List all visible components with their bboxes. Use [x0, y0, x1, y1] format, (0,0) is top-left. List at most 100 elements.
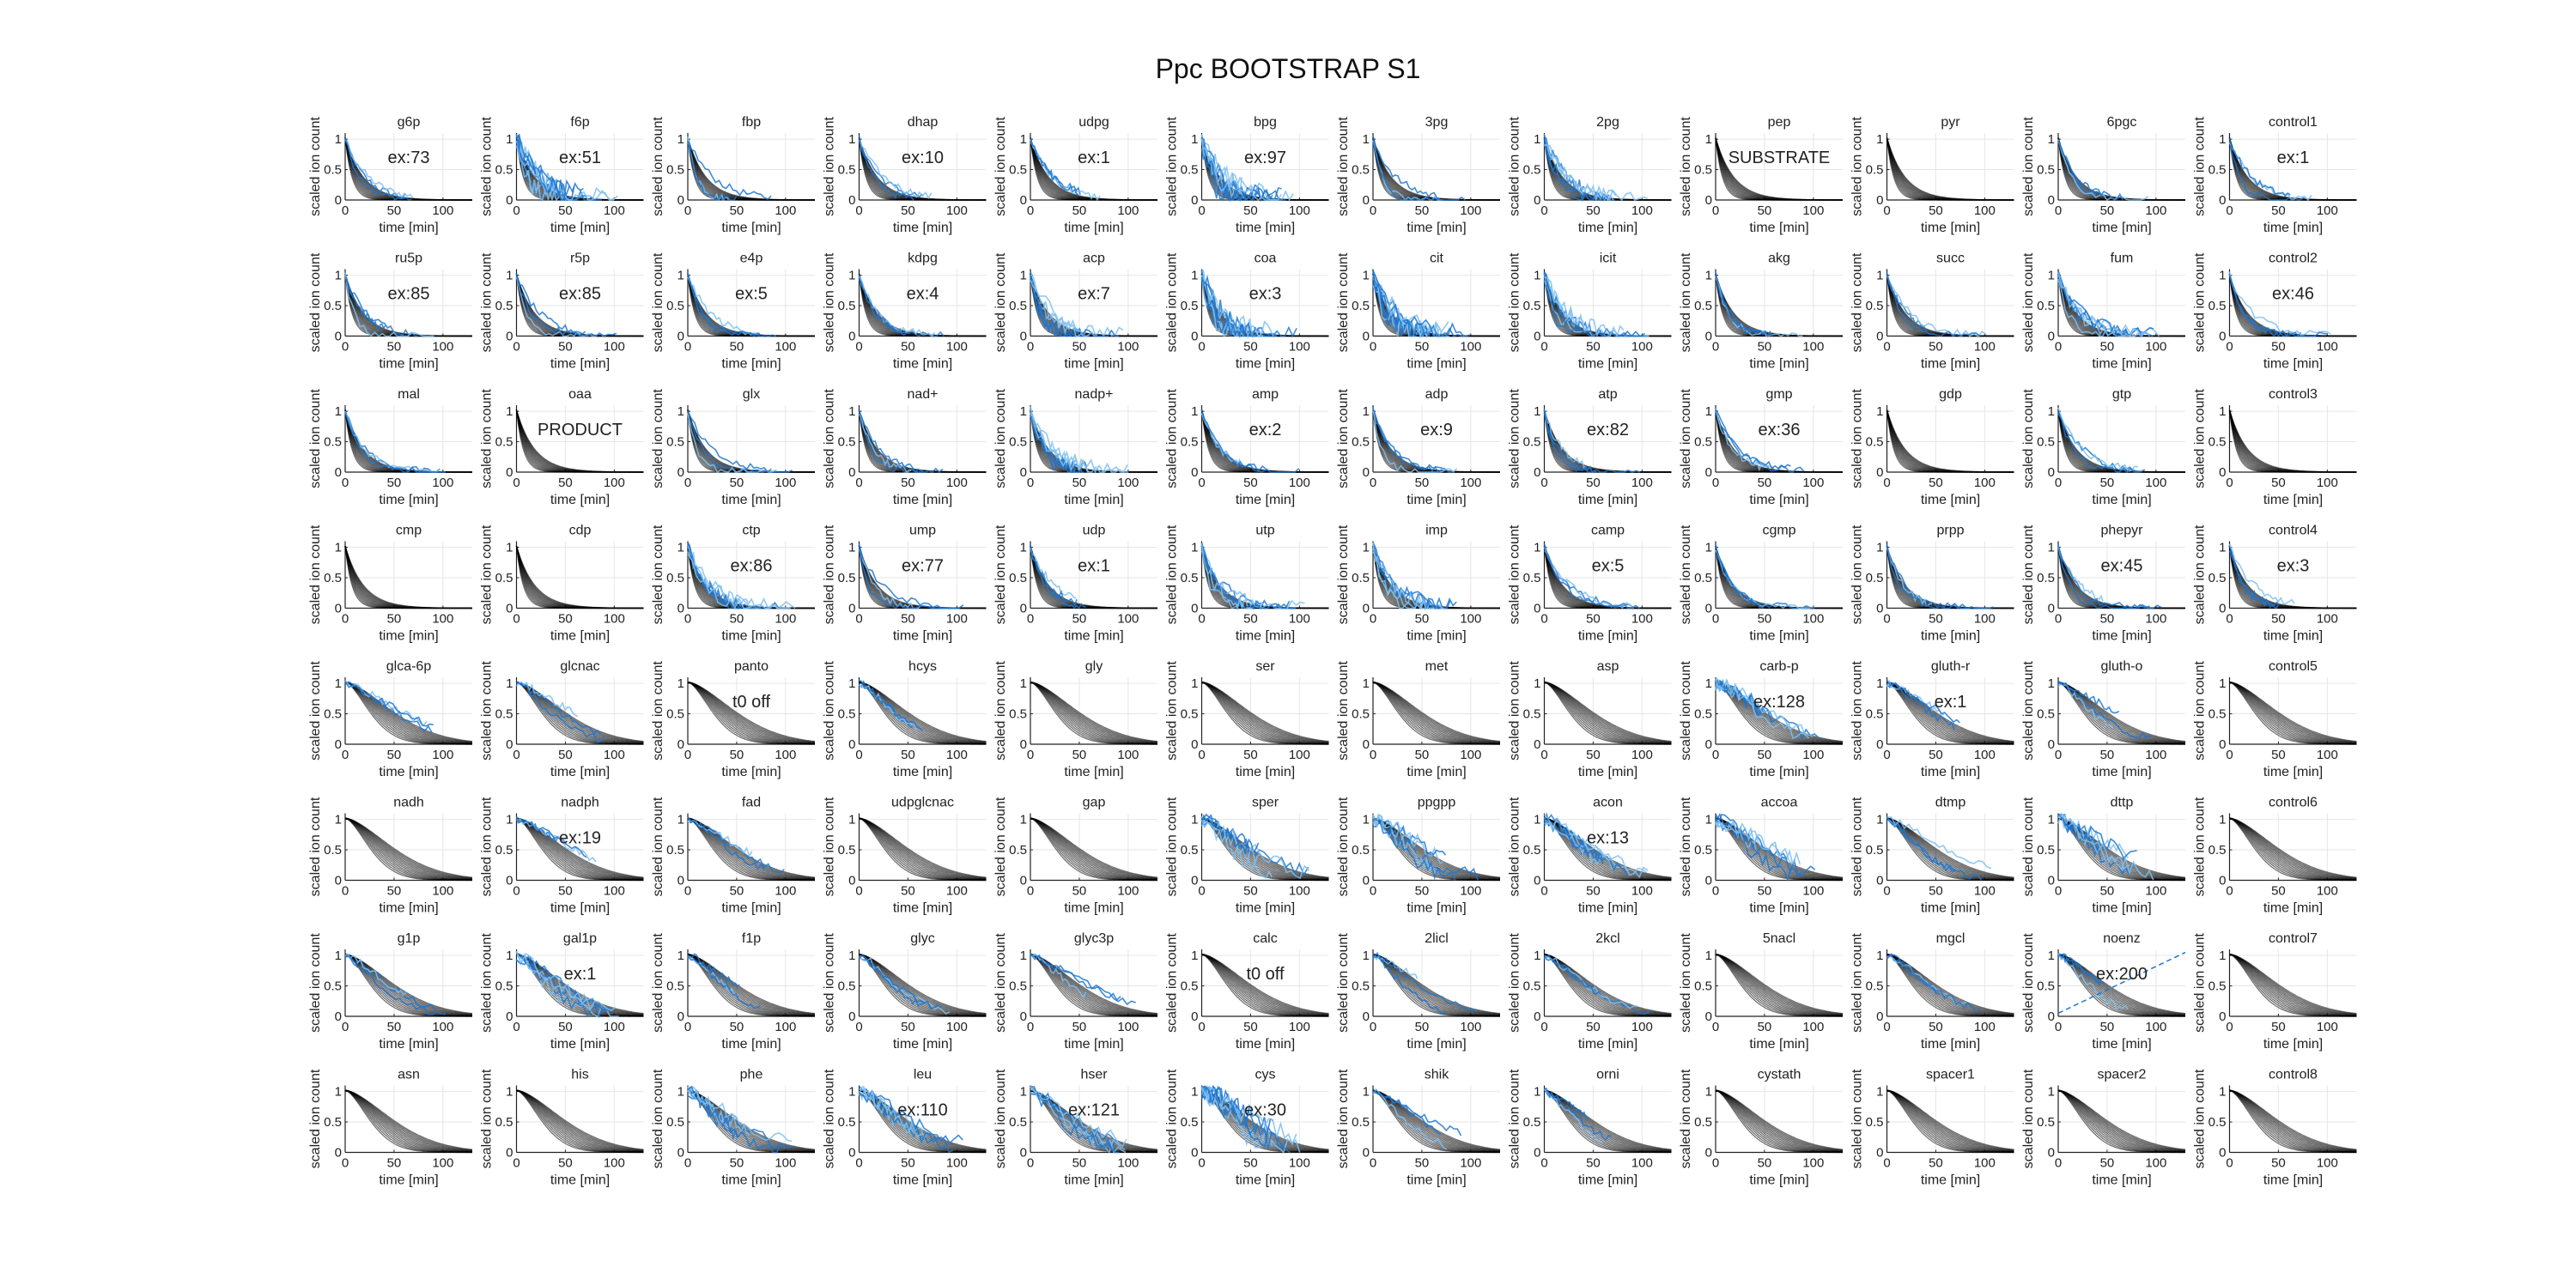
x-axis-label: time [min] — [1406, 493, 1466, 507]
fit-curve — [2229, 1089, 2357, 1153]
data-traces — [2057, 811, 2154, 881]
x-tick-label: 50 — [901, 748, 915, 762]
y-axis-label: scaled ion count — [993, 797, 1008, 896]
y-axis-label: scaled ion count — [308, 933, 323, 1033]
y-axis-label: scaled ion count — [1679, 797, 1693, 896]
x-tick-label: 50 — [558, 476, 573, 490]
panel-annotation: ex:200 — [2096, 965, 2148, 984]
panel-title: control7 — [2269, 931, 2318, 946]
y-tick-label: 1 — [677, 541, 684, 555]
x-tick-label: 100 — [432, 203, 453, 218]
data-trace — [1372, 819, 1456, 881]
y-axis-label: scaled ion count — [2021, 117, 2036, 216]
y-tick-label: 1 — [335, 541, 342, 555]
y-tick-label: 0 — [1191, 193, 1198, 208]
data-trace — [516, 952, 611, 1019]
x-axis-label: time [min] — [2263, 629, 2323, 644]
fit-curve — [1886, 409, 2014, 473]
x-tick-label: 0 — [342, 476, 349, 490]
y-axis-label: scaled ion count — [1336, 1069, 1351, 1168]
data-traces — [1886, 544, 1994, 609]
y-axis-label: scaled ion count — [823, 389, 837, 488]
panel-annotation: ex:1 — [1078, 557, 1110, 576]
y-tick-label: 0.5 — [1866, 1115, 1884, 1130]
y-tick-label: 1 — [848, 404, 855, 419]
x-tick-label: 100 — [1631, 612, 1653, 627]
data-traces — [1543, 954, 1651, 1015]
x-tick-label: 0 — [513, 612, 519, 627]
x-axis-label: time [min] — [550, 901, 610, 916]
x-axis-label: time [min] — [1236, 901, 1295, 916]
x-axis-label: time [min] — [1236, 493, 1295, 507]
y-axis-label: scaled ion count — [1679, 933, 1693, 1033]
fit-curve — [1886, 409, 2014, 473]
fit-curve — [1715, 546, 1843, 609]
y-tick-label: 0 — [848, 1146, 855, 1161]
x-axis-label: time [min] — [550, 493, 610, 507]
y-tick-label: 0 — [506, 193, 513, 208]
y-tick-label: 0.5 — [1181, 979, 1199, 994]
y-tick-label: 0 — [677, 1146, 684, 1161]
y-tick-label: 0.5 — [666, 299, 684, 313]
y-axis-label: scaled ion count — [1508, 797, 1522, 896]
x-tick-label: 0 — [513, 203, 519, 218]
x-tick-label: 100 — [2145, 612, 2166, 627]
x-tick-label: 0 — [1027, 340, 1034, 355]
x-axis-label: time [min] — [2092, 357, 2151, 372]
panel-title: nadh — [393, 796, 424, 810]
x-axis-label: time [min] — [1406, 765, 1466, 779]
data-trace — [1030, 548, 1077, 599]
fit-curve — [1200, 409, 1329, 473]
y-tick-label: 1 — [335, 1085, 342, 1100]
x-axis-label: time [min] — [1578, 901, 1637, 916]
data-traces — [687, 542, 796, 610]
x-axis-label: time [min] — [1921, 765, 1980, 779]
x-tick-label: 100 — [946, 340, 968, 355]
panel-annotation: ex:77 — [902, 557, 944, 576]
panel-g6p: 0 50 100 0 0.5 1 g6p time [min] scaled ion count… — [308, 115, 473, 235]
data-traces — [1200, 1084, 1301, 1154]
x-axis-label: time [min] — [2092, 1037, 2151, 1052]
x-tick-label: 50 — [1758, 612, 1772, 627]
y-tick-label: 0 — [1020, 874, 1027, 888]
y-tick-label: 0 — [1020, 1009, 1027, 1024]
panel-annotation: ex:4 — [907, 285, 939, 304]
x-tick-label: 100 — [1802, 748, 1824, 762]
data-trace — [687, 543, 749, 610]
fit-curve — [344, 1089, 473, 1153]
fit-curve — [1886, 137, 2014, 201]
fit-curves — [1372, 682, 1501, 745]
panel-amp: 0 50 100 0 0.5 1 amp time [min] scaled ion count… — [1165, 387, 1329, 507]
fit-curve — [344, 817, 473, 881]
data-trace — [344, 955, 446, 1015]
x-tick-label: 100 — [1802, 476, 1824, 490]
y-tick-label: 0.5 — [495, 1115, 513, 1130]
data-traces — [2228, 271, 2331, 337]
data-traces — [1372, 270, 1470, 339]
x-axis-label: time [min] — [379, 1037, 438, 1052]
data-trace — [858, 139, 933, 200]
x-tick-label: 100 — [2317, 476, 2338, 490]
y-tick-label: 0.5 — [495, 163, 513, 178]
panel-annotation: t0 off — [1246, 965, 1285, 984]
x-tick-label: 0 — [2055, 748, 2062, 762]
y-axis-label: scaled ion count — [823, 933, 837, 1033]
x-axis-label: time [min] — [721, 629, 781, 644]
x-tick-label: 100 — [2145, 203, 2166, 218]
panel-annotation: ex:1 — [564, 965, 597, 984]
y-tick-label: 0 — [1020, 737, 1027, 752]
panel-title: phe — [740, 1068, 763, 1082]
y-tick-label: 0 — [1020, 330, 1027, 344]
data-trace — [1715, 678, 1774, 719]
x-tick-label: 50 — [1586, 612, 1601, 627]
x-tick-label: 100 — [775, 1020, 796, 1034]
x-tick-label: 50 — [2100, 748, 2115, 762]
data-trace — [515, 951, 617, 1012]
panel-control1: 0 50 100 0 0.5 1 control1 time [min] scaled ion … — [2193, 115, 2357, 235]
x-tick-label: 100 — [1117, 1156, 1139, 1171]
x-tick-label: 0 — [2226, 748, 2233, 762]
x-tick-label: 0 — [1370, 203, 1376, 218]
data-traces — [515, 273, 617, 337]
y-axis-label: scaled ion count — [480, 117, 495, 216]
y-axis-label: scaled ion count — [651, 117, 665, 216]
